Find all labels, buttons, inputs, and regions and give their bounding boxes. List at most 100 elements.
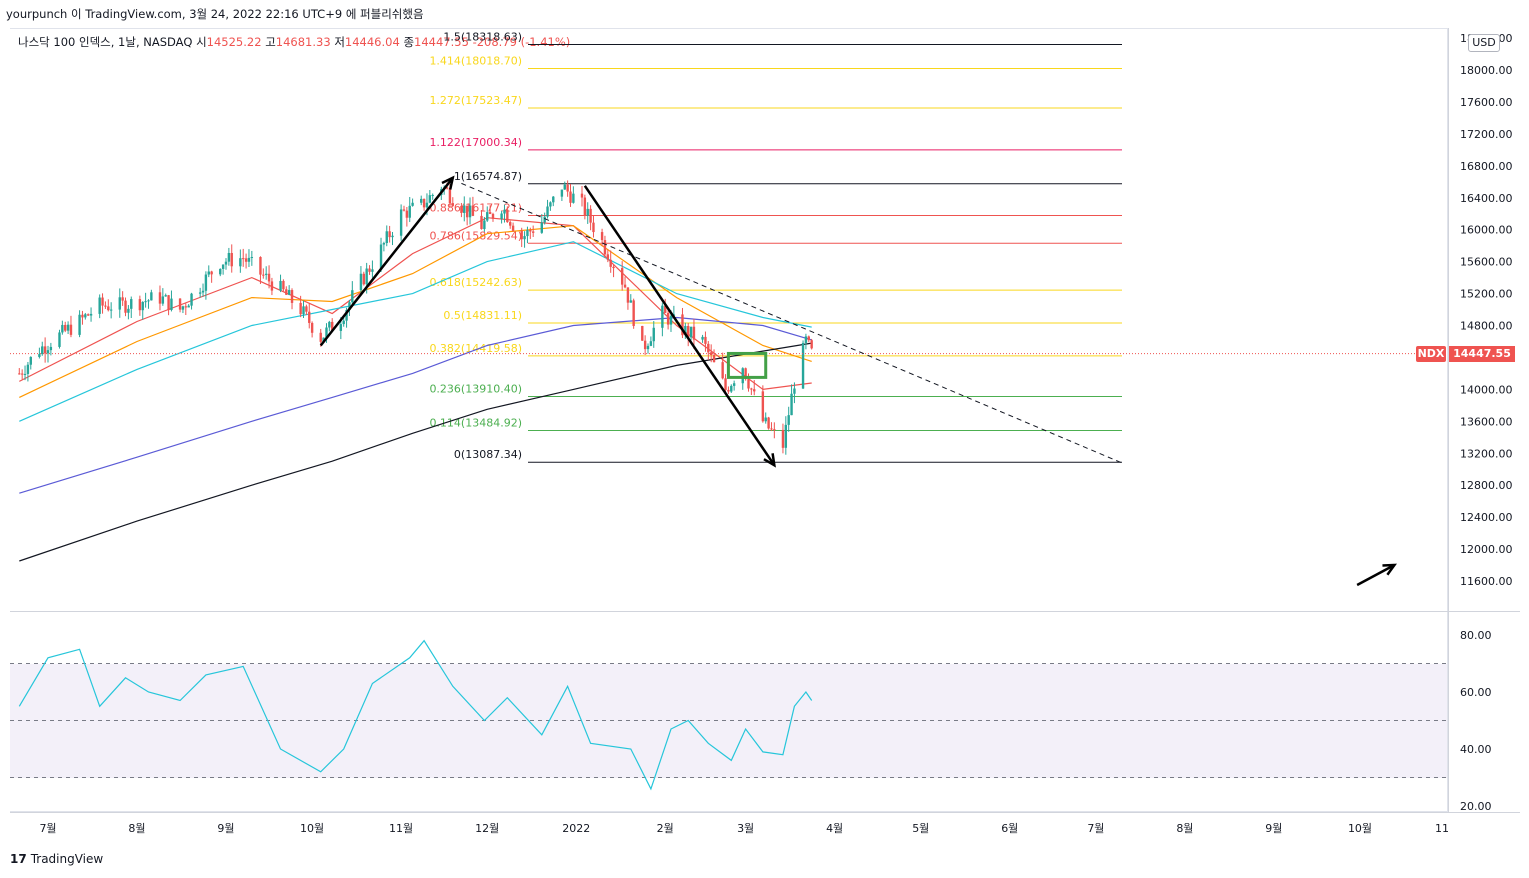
candle-body: [428, 195, 432, 203]
candle-body: [420, 198, 423, 203]
candle: [750, 387, 753, 395]
candle: [709, 344, 713, 363]
time-axis[interactable]: 7월 8월 9월 10월 11월 12월 2022 2월 3월 4월 5월 6월 7월 8월 9월 10월 11: [39, 822, 1449, 835]
candle-body: [732, 383, 736, 386]
candle-body: [230, 252, 233, 267]
candle: [104, 301, 107, 309]
legend-open: 14525.22: [206, 35, 262, 49]
candle-body: [187, 305, 190, 308]
candle: [681, 307, 684, 339]
candle: [402, 205, 406, 212]
candle: [164, 293, 167, 297]
candle: [606, 249, 610, 263]
candle: [692, 318, 696, 350]
drawings[interactable]: [319, 175, 1397, 587]
candle-body: [23, 373, 27, 375]
candle-body: [486, 212, 489, 221]
fib-level-label: 0.114(13484.92): [429, 417, 522, 430]
price-axis-tick: 13200.00: [1460, 447, 1513, 460]
moving-average-line: [19, 241, 812, 422]
candle-body: [170, 298, 173, 311]
candle: [563, 181, 566, 190]
candles[interactable]: [10, 180, 1448, 455]
moving-average-line: [19, 217, 812, 391]
candle: [649, 336, 653, 347]
candle: [422, 198, 426, 211]
time-axis-tick: 7월: [39, 822, 56, 835]
candle: [411, 198, 414, 207]
candle: [506, 206, 509, 223]
candle-body: [104, 305, 107, 307]
candle-body: [586, 208, 589, 216]
pane-separator[interactable]: [10, 611, 1520, 612]
candle-body: [198, 292, 202, 294]
candle-body: [64, 324, 67, 331]
candle-body: [632, 300, 635, 326]
candle-body: [773, 429, 776, 431]
candle-body: [721, 362, 724, 379]
candle-body: [138, 299, 142, 311]
candle: [589, 205, 592, 231]
candle: [526, 226, 529, 244]
candle-body: [46, 350, 50, 354]
candle: [61, 320, 64, 335]
candle-body: [221, 264, 225, 269]
candle: [264, 266, 268, 280]
time-axis-border: [10, 812, 1520, 813]
candle-body: [483, 220, 486, 230]
candle-body: [43, 346, 47, 354]
candle-body: [250, 257, 254, 259]
forecast-arrow: [1356, 563, 1397, 587]
price-axis-tick: 11600.00: [1460, 575, 1513, 588]
candle-body: [270, 281, 274, 291]
candle: [626, 287, 630, 310]
rsi-axis[interactable]: 80.00 60.00 40.00 20.00: [1460, 629, 1492, 813]
fib-level-label: 1.122(17000.34): [429, 136, 522, 149]
candle: [84, 312, 87, 320]
price-axis-tick: 12400.00: [1460, 511, 1513, 524]
candle-body: [689, 326, 693, 338]
time-axis-tick: 8월: [1176, 822, 1193, 835]
candle-body: [20, 373, 24, 375]
candle-body: [669, 315, 673, 325]
candle: [26, 361, 30, 382]
candle-body: [664, 305, 667, 313]
candle-body: [167, 295, 170, 311]
candle-body: [422, 198, 426, 208]
candle-body: [480, 215, 483, 230]
candle: [600, 228, 604, 247]
candle: [178, 298, 182, 313]
candle: [124, 297, 127, 317]
candle: [368, 265, 371, 275]
candle-body: [49, 346, 53, 351]
currency-button[interactable]: USD: [1468, 34, 1500, 52]
candle: [285, 286, 288, 295]
candle-body: [388, 231, 391, 238]
candle-body: [58, 332, 61, 347]
candle: [204, 271, 208, 300]
candle-body: [523, 236, 526, 240]
candle-body: [589, 208, 592, 223]
impulse-up-arrow: [319, 175, 455, 347]
price-axis-tick: 14000.00: [1460, 383, 1513, 396]
price-axis[interactable]: 18400.0018000.0017600.0017200.0016800.00…: [1460, 32, 1513, 588]
candle: [552, 196, 555, 207]
candle: [362, 271, 365, 286]
candle-body: [127, 308, 130, 313]
candle: [520, 227, 523, 248]
fib-level-label: 1(16574.87): [454, 170, 522, 183]
candle-body: [282, 280, 285, 290]
fibonacci-extension[interactable]: 1.5(18318.63) 1.414(18018.70) 1.272(17523.…: [429, 31, 1122, 463]
price-axis-tick: 16000.00: [1460, 224, 1513, 237]
candle: [781, 423, 785, 454]
candle: [428, 189, 432, 204]
candle-body: [643, 340, 647, 350]
candle: [287, 285, 291, 296]
candle-body: [681, 314, 684, 336]
candle: [643, 335, 647, 355]
candle-body: [641, 325, 644, 341]
candle-body: [511, 225, 515, 231]
tradingview-logo[interactable]: 17 TradingView: [10, 852, 103, 866]
candle-body: [101, 297, 104, 306]
